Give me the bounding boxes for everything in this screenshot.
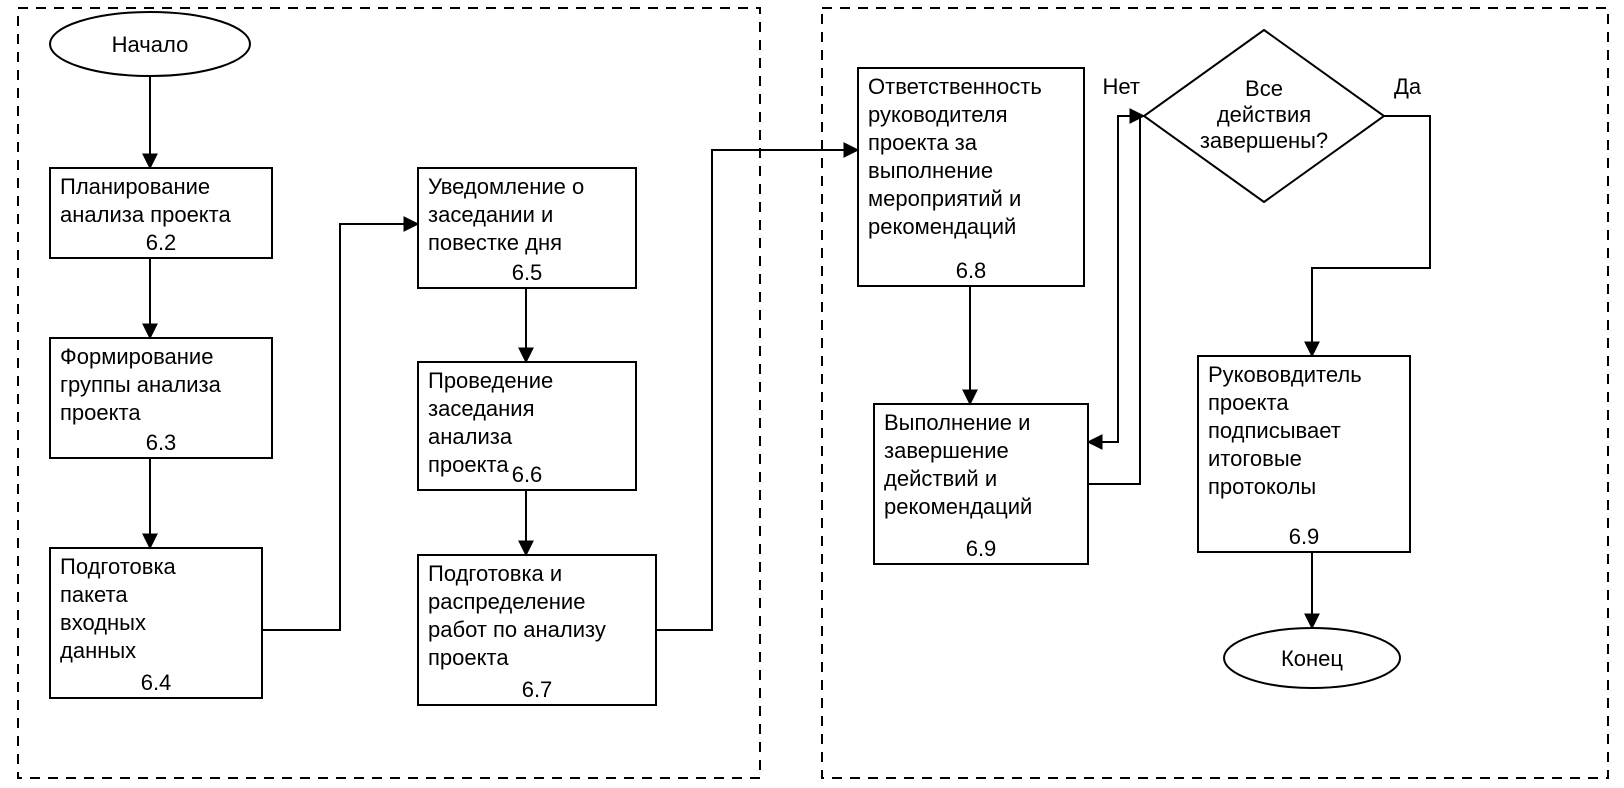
node-n69b-ref: 6.9 [1289, 524, 1320, 549]
node-n64-line-1: пакета [60, 582, 128, 607]
decision-label-1: действия [1217, 102, 1311, 127]
decision-yes-label: Да [1394, 74, 1422, 99]
edge-n67-n68 [656, 150, 858, 630]
node-n69a-line-0: Выполнение и [884, 410, 1030, 435]
node-n66-line-0: Проведение [428, 368, 553, 393]
node-n68-line-5: рекомендаций [868, 214, 1016, 239]
node-n64-ref: 6.4 [141, 670, 172, 695]
node-n66-line-3: проекта [428, 452, 509, 477]
start-label: Начало [112, 32, 189, 57]
node-n69a-line-3: рекомендаций [884, 494, 1032, 519]
end-label: Конец [1281, 646, 1343, 671]
node-n66-ref: 6.6 [512, 462, 543, 487]
edge-decision-no-n69a [1088, 116, 1144, 442]
node-n68-line-4: мероприятий и [868, 186, 1021, 211]
node-n67-line-0: Подготовка и [428, 561, 562, 586]
node-n65-line-0: Уведомление о [428, 174, 584, 199]
node-n65-line-1: заседании и [428, 202, 553, 227]
node-n64-line-0: Подготовка [60, 554, 177, 579]
node-n64-line-3: данных [60, 638, 136, 663]
node-n67-ref: 6.7 [522, 677, 553, 702]
edge-n64-n65 [262, 224, 418, 630]
node-n69b-line-3: итоговые [1208, 446, 1302, 471]
node-n63-line-1: группы анализа [60, 372, 222, 397]
node-n63-line-2: проекта [60, 400, 141, 425]
node-n69a-ref: 6.9 [966, 536, 997, 561]
node-n67-line-2: работ по анализу [428, 617, 606, 642]
node-n63-ref: 6.3 [146, 430, 177, 455]
edge-n69a-decision [1088, 116, 1144, 484]
node-n66-line-1: заседания [428, 396, 535, 421]
node-n62-line-1: анализа проекта [60, 202, 232, 227]
node-n69b-line-1: проекта [1208, 390, 1289, 415]
node-n68-ref: 6.8 [956, 258, 987, 283]
node-n63-line-0: Формирование [60, 344, 213, 369]
decision-label-2: завершены? [1200, 128, 1328, 153]
node-n69b-line-4: протоколы [1208, 474, 1316, 499]
node-n65-ref: 6.5 [512, 260, 543, 285]
node-n64-line-2: входных [60, 610, 146, 635]
decision-label-0: Все [1245, 76, 1283, 101]
node-n66-line-2: анализа [428, 424, 513, 449]
node-n62-line-0: Планирование [60, 174, 210, 199]
node-n67-line-1: распределение [428, 589, 585, 614]
node-n69b-line-0: Рукововдитель [1208, 362, 1362, 387]
node-n68-line-2: проекта за [868, 130, 978, 155]
node-n62-ref: 6.2 [146, 230, 177, 255]
node-n65-line-2: повестке дня [428, 230, 562, 255]
node-n68-line-1: руководителя [868, 102, 1008, 127]
node-n69b-line-2: подписывает [1208, 418, 1341, 443]
node-n69a-line-1: завершение [884, 438, 1009, 463]
node-n69a-line-2: действий и [884, 466, 997, 491]
node-n68-line-0: Ответственность [868, 74, 1042, 99]
node-n68-line-3: выполнение [868, 158, 993, 183]
decision-no-label: Нет [1103, 74, 1140, 99]
node-n67-line-3: проекта [428, 645, 509, 670]
